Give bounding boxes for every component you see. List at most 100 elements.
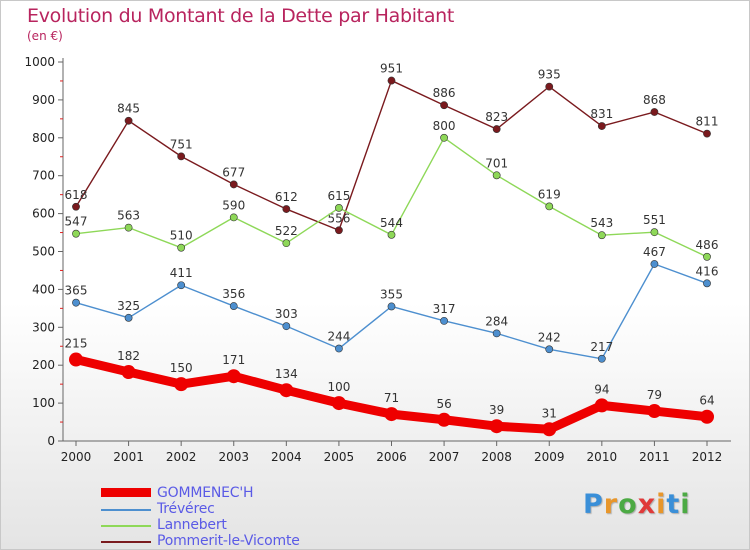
data-label-gommenec-h: 215	[65, 337, 88, 351]
y-tick-label: 400	[32, 282, 55, 296]
data-label-gommenec-h: 31	[542, 406, 557, 420]
data-label-pommerit-le-vicomte: 823	[485, 110, 508, 124]
data-label-tr-v-rec: 242	[538, 330, 561, 344]
data-label-pommerit-le-vicomte: 951	[380, 62, 403, 76]
chart-title: Evolution du Montant de la Dette par Hab…	[27, 5, 455, 27]
data-point-tr-v-rec	[440, 316, 448, 325]
data-label-gommenec-h: 39	[489, 403, 504, 417]
data-label-tr-v-rec: 356	[222, 287, 245, 301]
legend-swatch-gommenech	[101, 488, 151, 497]
data-point-tr-v-rec	[492, 329, 501, 338]
data-point-pommerit-le-vicomte	[703, 129, 711, 138]
data-point-lannebert	[177, 243, 186, 252]
y-tick-label: 300	[32, 320, 55, 334]
data-point-lannebert	[335, 204, 343, 212]
data-point-gommenec-h	[489, 419, 504, 434]
data-label-lannebert: 701	[485, 156, 508, 170]
data-label-pommerit-le-vicomte: 751	[170, 137, 193, 151]
data-label-tr-v-rec: 467	[643, 245, 666, 259]
data-point-pommerit-le-vicomte	[545, 82, 554, 91]
data-label-gommenec-h: 171	[222, 353, 245, 367]
y-tick-label: 0	[47, 434, 55, 448]
logo-letter: P	[583, 489, 604, 520]
data-label-lannebert: 563	[117, 209, 140, 223]
data-point-lannebert	[124, 223, 133, 232]
data-point-lannebert	[650, 228, 659, 237]
data-point-lannebert	[597, 231, 606, 240]
data-point-tr-v-rec	[650, 260, 659, 268]
data-label-pommerit-le-vicomte: 868	[643, 93, 666, 107]
y-tick-label: 500	[32, 245, 55, 259]
legend-label-gommenech: GOMMENEC'H	[157, 485, 254, 501]
logo-letter: o	[618, 489, 638, 520]
data-label-pommerit-le-vicomte: 811	[696, 115, 719, 129]
data-point-pommerit-le-vicomte	[387, 76, 396, 85]
data-label-gommenec-h: 56	[436, 397, 451, 411]
legend-label-lannebert: Lannebert	[157, 517, 227, 533]
data-point-tr-v-rec	[124, 313, 133, 322]
data-label-lannebert: 800	[433, 119, 456, 133]
data-label-lannebert: 590	[222, 198, 245, 212]
data-label-tr-v-rec: 365	[65, 284, 88, 298]
data-point-lannebert	[545, 202, 554, 211]
data-label-lannebert: 544	[380, 216, 403, 230]
data-label-gommenec-h: 94	[594, 382, 609, 396]
x-tick-label: 2008	[481, 450, 512, 464]
data-point-tr-v-rec	[703, 279, 711, 288]
data-label-tr-v-rec: 355	[380, 287, 403, 301]
y-tick-label: 600	[32, 207, 55, 221]
data-label-gommenec-h: 100	[327, 380, 350, 394]
data-label-lannebert: 543	[590, 216, 613, 230]
data-point-tr-v-rec	[597, 354, 606, 363]
data-point-gommenec-h	[121, 365, 136, 380]
data-point-pommerit-le-vicomte	[282, 205, 291, 213]
data-point-pommerit-le-vicomte	[440, 101, 448, 110]
data-label-tr-v-rec: 416	[696, 264, 719, 278]
data-label-tr-v-rec: 284	[485, 314, 508, 328]
chart-subtitle: (en €)	[27, 29, 63, 43]
data-point-lannebert	[703, 252, 711, 261]
data-point-gommenec-h	[279, 383, 294, 398]
data-point-tr-v-rec	[545, 345, 554, 354]
y-tick-label: 800	[32, 131, 55, 145]
legend-swatch-pommerit	[101, 541, 151, 543]
data-label-gommenec-h: 79	[647, 388, 662, 402]
data-label-pommerit-le-vicomte: 612	[275, 190, 298, 204]
logo-letter: i	[656, 489, 667, 520]
x-tick-label: 2012	[692, 450, 723, 464]
data-label-lannebert: 522	[275, 224, 298, 238]
data-point-pommerit-le-vicomte	[72, 202, 80, 211]
data-label-gommenec-h: 182	[117, 349, 140, 363]
data-point-gommenec-h	[542, 422, 557, 437]
data-label-lannebert: 547	[65, 215, 88, 229]
data-label-gommenec-h: 150	[170, 361, 193, 375]
data-label-lannebert: 551	[643, 213, 666, 227]
data-point-tr-v-rec	[282, 322, 291, 331]
data-label-lannebert: 619	[538, 187, 561, 201]
y-tick-label: 100	[32, 396, 55, 410]
data-point-gommenec-h	[437, 412, 452, 427]
legend-label-pommerit: Pommerit-le-Vicomte	[157, 533, 300, 549]
x-tick-label: 2004	[271, 450, 302, 464]
data-point-tr-v-rec	[72, 298, 80, 307]
x-tick-label: 2003	[218, 450, 249, 464]
proxiti-logo: Proxiti	[583, 489, 691, 520]
data-label-pommerit-le-vicomte: 886	[433, 86, 456, 100]
data-point-gommenec-h	[700, 409, 714, 424]
logo-letter: r	[603, 489, 619, 520]
y-tick-label: 900	[32, 93, 55, 107]
x-tick-label: 2001	[113, 450, 144, 464]
data-point-tr-v-rec	[177, 281, 186, 290]
data-label-gommenec-h: 134	[275, 367, 298, 381]
x-tick-label: 2006	[376, 450, 407, 464]
data-label-tr-v-rec: 303	[275, 307, 298, 321]
data-label-pommerit-le-vicomte: 831	[590, 107, 613, 121]
legend-swatch-lannebert	[101, 525, 151, 527]
data-point-gommenec-h	[69, 352, 83, 367]
data-point-tr-v-rec	[335, 344, 343, 353]
data-point-pommerit-le-vicomte	[492, 125, 501, 133]
data-label-lannebert: 486	[696, 238, 719, 252]
y-tick-label: 1000	[24, 55, 55, 69]
data-label-pommerit-le-vicomte: 845	[117, 102, 140, 116]
